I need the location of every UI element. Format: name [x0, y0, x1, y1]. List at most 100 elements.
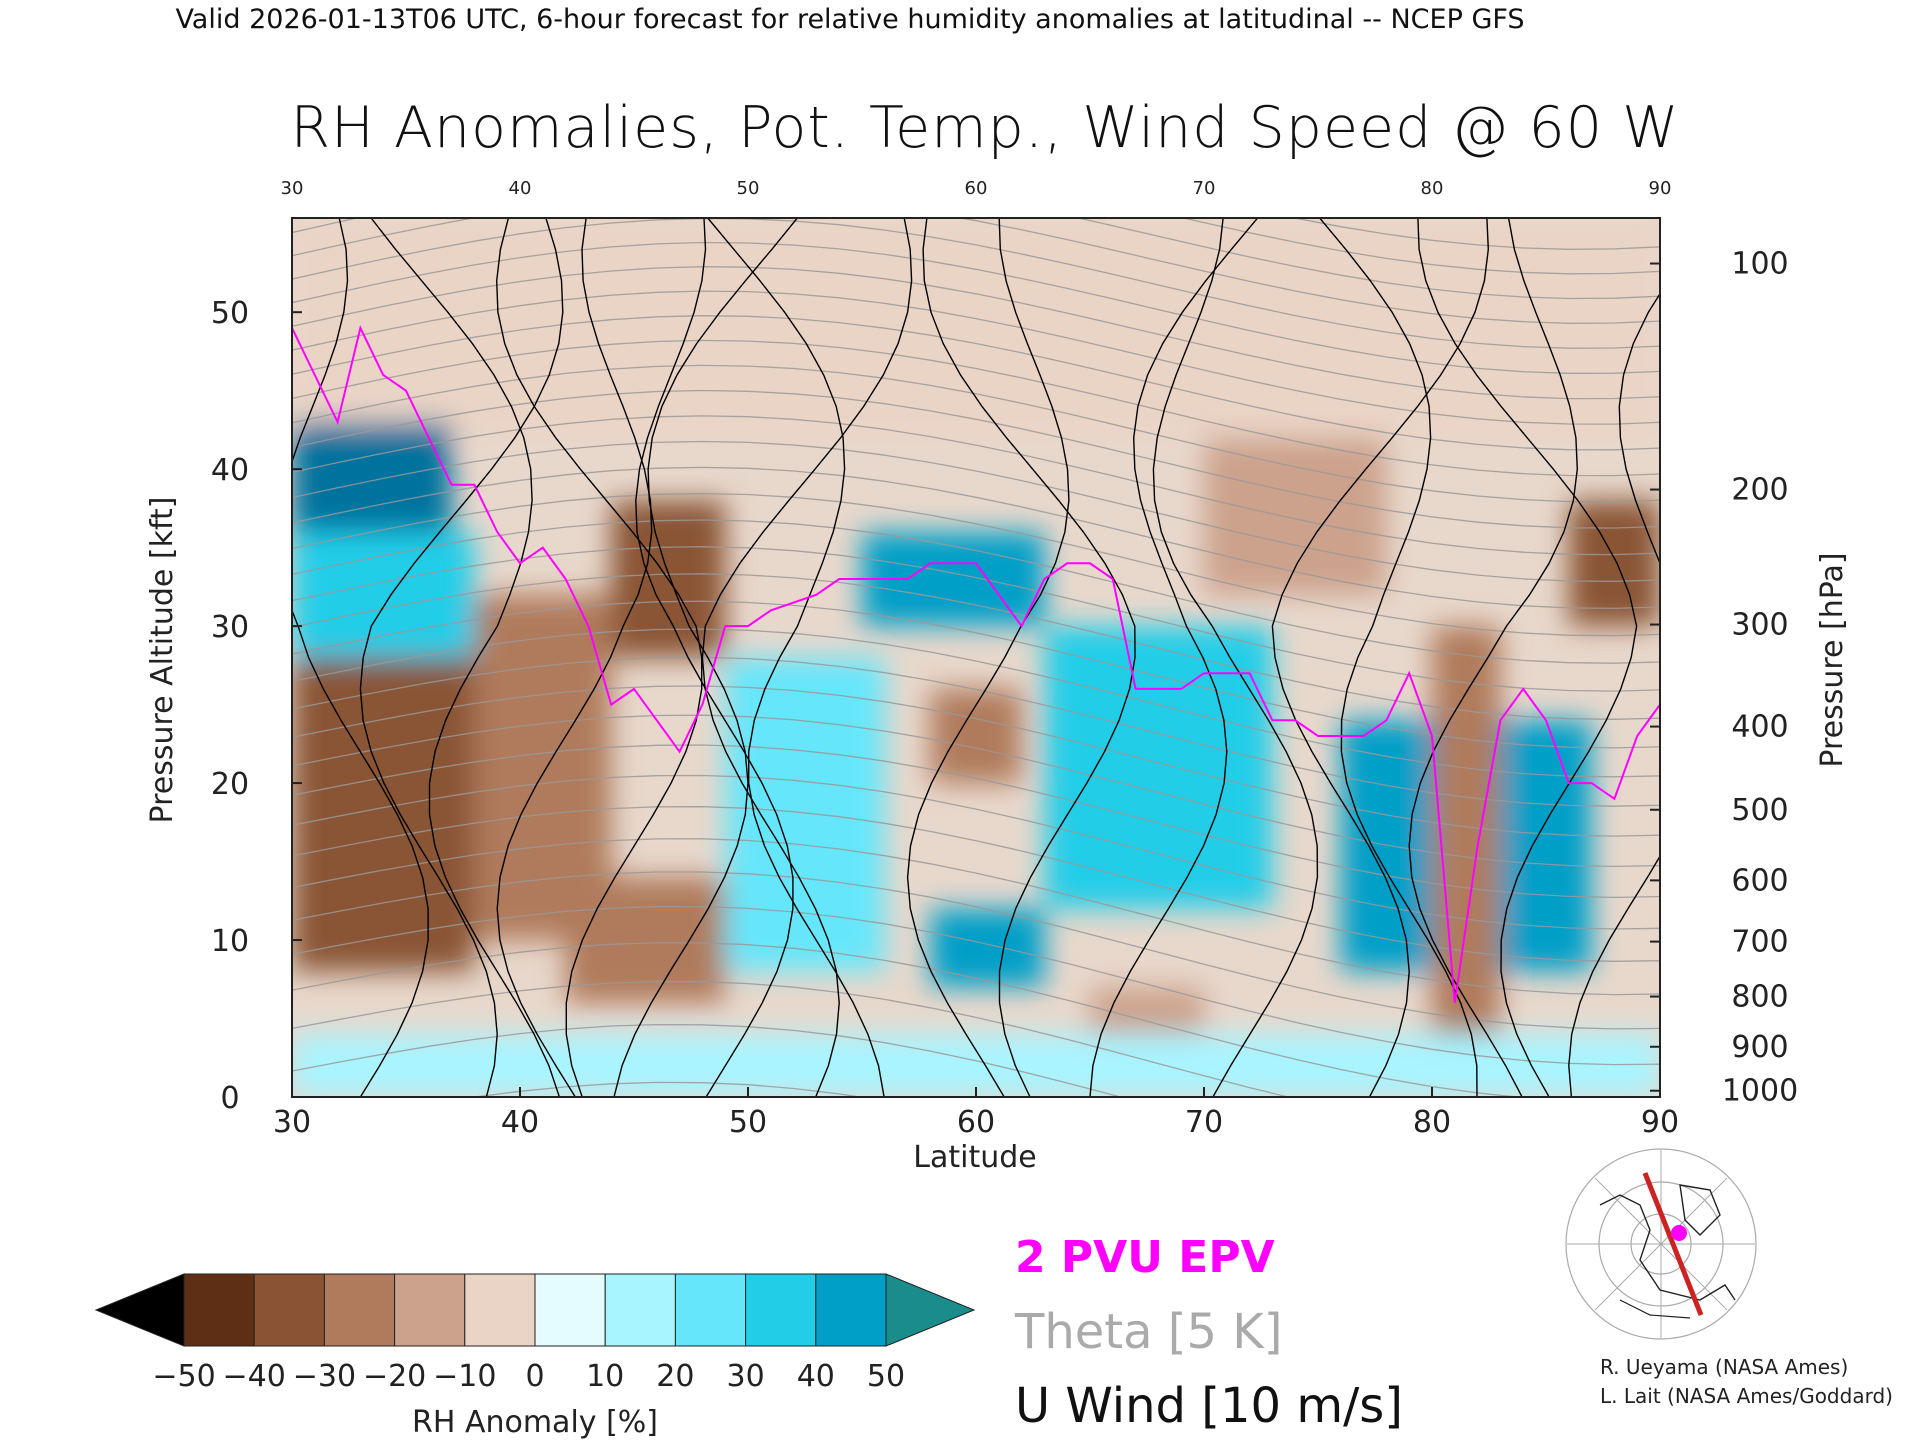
- u-wind-contour: [1152, 218, 1319, 1097]
- u-wind-contour: [1417, 218, 1638, 1097]
- pressure-axis-label: Pressure [hPa]: [1815, 552, 1850, 767]
- theta-contour: [292, 573, 1660, 720]
- theta-contour: [292, 241, 1660, 374]
- colorbar-segment: [815, 1273, 887, 1347]
- u-wind-contour: [922, 218, 1136, 1097]
- pressure-axis: 100 200 300 400 500 600 700 800 900 1000: [1650, 247, 1798, 1109]
- theta-contour: [292, 774, 1660, 930]
- u-wind-contour: [613, 218, 798, 1097]
- x-axis: 30 30 40 40 50 50 60 60 70 70 80 80 90 90: [273, 178, 1679, 1140]
- locator-map: [1563, 1148, 1759, 1340]
- pressure-tick-label: 900: [1731, 1030, 1788, 1065]
- theta-contour: [292, 218, 1660, 324]
- colorbar: −50 −40 −30 −20 −10 0 10 20 30 40 50: [94, 1273, 976, 1394]
- colorbar-segment: [253, 1273, 325, 1347]
- theta-contour: [292, 942, 1523, 1097]
- x-top-tick-label: 80: [1421, 178, 1444, 199]
- u-wind-contour: [1089, 218, 1259, 1097]
- rh-region-15: [1432, 626, 1501, 1035]
- y-tick-label: 30: [211, 610, 249, 645]
- theta-contour: [292, 546, 1660, 692]
- colorbar-segment: [604, 1273, 676, 1347]
- x-top-tick-label: 50: [737, 178, 760, 199]
- colorbar-segment: [183, 1273, 255, 1347]
- colorbar-wet-arrow: [885, 1273, 976, 1347]
- theta-contour: [292, 714, 1660, 868]
- colorbar-tick-label: 20: [656, 1359, 694, 1394]
- colorbar-tick-label: 40: [797, 1359, 835, 1394]
- x-tick-label: 40: [501, 1105, 539, 1140]
- theta-contour: [1291, 218, 1660, 250]
- credit-2: L. Lait (NASA Ames/Goddard): [1600, 1384, 1893, 1408]
- legend-epv: 2 PVU EPV: [1015, 1232, 1275, 1283]
- pressure-tick-label: 800: [1731, 980, 1788, 1015]
- colorbar-label: RH Anomaly [%]: [412, 1405, 658, 1440]
- colorbar-segment: [745, 1273, 817, 1347]
- colorbar-segment: [323, 1273, 396, 1347]
- rh-region-7: [725, 657, 885, 972]
- u-wind-contour: [370, 218, 561, 1097]
- theta-contour: [292, 315, 1660, 451]
- theta-contour: [292, 980, 1291, 1097]
- rh-region-13: [1204, 437, 1387, 595]
- rh-region-0: [292, 218, 1660, 438]
- theta-contour: [292, 656, 1660, 807]
- x-tick-label: 50: [729, 1105, 767, 1140]
- section-line: [1642, 1172, 1704, 1316]
- theta-contours: [292, 218, 1660, 1097]
- colorbar-tick-label: 0: [525, 1359, 544, 1394]
- rh-region-10: [930, 908, 1045, 988]
- colorbar-tick-label: −10: [433, 1359, 496, 1394]
- legend-u-wind: U Wind [10 m/s]: [1015, 1378, 1403, 1434]
- theta-contour: [292, 440, 1660, 582]
- theta-contour: [292, 218, 1660, 300]
- u-wind-contour: [707, 218, 885, 1097]
- section-marker: [1671, 1225, 1687, 1241]
- x-axis-label: Latitude: [913, 1140, 1036, 1175]
- rh-region-1: [292, 422, 452, 532]
- y-axis-label: Pressure Altitude [kft]: [145, 497, 180, 824]
- x-tick-label: 90: [1641, 1105, 1679, 1140]
- colorbar-segment: [394, 1273, 466, 1347]
- colorbar-tick-label: −50: [152, 1359, 215, 1394]
- colorbar-tick-label: −20: [363, 1359, 426, 1394]
- theta-contour: [292, 905, 1660, 1066]
- colorbar-segment: [534, 1273, 606, 1347]
- theta-contour: [292, 218, 1660, 349]
- colorbar-tick-label: −30: [293, 1359, 356, 1394]
- colorbar-tick-label: −40: [223, 1359, 286, 1394]
- x-top-tick-label: 90: [1649, 178, 1672, 199]
- theta-contour: [292, 838, 1660, 996]
- u-wind-contour: [496, 218, 653, 1097]
- rh-region-3: [292, 657, 475, 972]
- u-wind-contour: [292, 218, 429, 1097]
- rh-region-14: [1340, 720, 1432, 972]
- y-tick-label: 0: [220, 1081, 239, 1116]
- theta-contour: [292, 266, 1660, 400]
- pressure-tick-label: 100: [1731, 247, 1788, 282]
- x-tick-label: 70: [1185, 1105, 1223, 1140]
- y-tick-label: 40: [211, 453, 249, 488]
- colorbar-tick-label: 10: [586, 1359, 624, 1394]
- u-wind-contour: [1568, 292, 1660, 1097]
- theta-contour: [292, 1023, 1123, 1097]
- pressure-tick-label: 200: [1731, 473, 1788, 508]
- rh-region-9: [930, 688, 1022, 784]
- y-tick-label: 10: [211, 924, 249, 959]
- colorbar-tick-label: 50: [867, 1359, 905, 1394]
- x-tick-label: 80: [1413, 1105, 1451, 1140]
- u-wind-contour: [359, 218, 564, 1097]
- x-tick-label: 60: [957, 1105, 995, 1140]
- pressure-tick-label: 400: [1731, 710, 1788, 745]
- forecast-header: Valid 2026-01-13T06 UTC, 6-hour forecast…: [175, 4, 1525, 35]
- x-top-tick-label: 60: [965, 178, 988, 199]
- theta-contour: [292, 744, 1660, 899]
- colorbar-segment: [674, 1273, 747, 1347]
- theta-contour: [292, 466, 1660, 610]
- colorbar-dry-arrow: [94, 1273, 185, 1347]
- theta-contour: [292, 492, 1660, 637]
- pressure-tick-label: 700: [1731, 925, 1788, 960]
- colorbar-segment: [464, 1273, 536, 1347]
- u-wind-contour: [1271, 218, 1490, 1097]
